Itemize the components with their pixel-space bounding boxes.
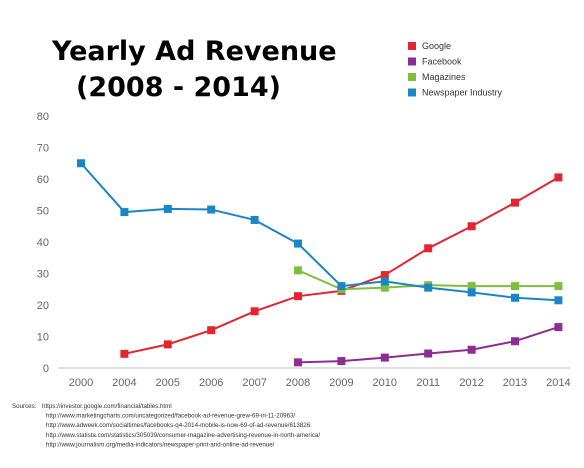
- newspaper-industry-point: [120, 208, 129, 217]
- legend-label-newspaper-industry: Newspaper Industry: [422, 88, 503, 98]
- facebook-point: [554, 323, 563, 332]
- newspaper-industry-point: [163, 204, 172, 213]
- facebook-point: [380, 353, 389, 362]
- newspaper-industry-point: [511, 293, 519, 302]
- x-tick-label: 2012: [459, 377, 483, 389]
- y-tick-label: 50: [37, 206, 49, 218]
- legend-label-magazines: Magazines: [422, 72, 466, 82]
- newspaper-industry-point: [380, 277, 389, 286]
- magazines-point: [511, 282, 519, 291]
- google-point: [120, 349, 129, 358]
- legend-label-google: Google: [422, 41, 451, 51]
- x-tick-label: 2009: [329, 377, 353, 389]
- x-tick-label: 2008: [286, 377, 310, 389]
- google-point: [294, 292, 302, 301]
- magazines-point: [380, 283, 389, 292]
- source-line: http://www.adweek.com/socialtimes/facebo…: [46, 422, 311, 429]
- google-point: [250, 307, 259, 316]
- newspaper-industry-point: [294, 239, 302, 248]
- series-points: [77, 159, 563, 367]
- chart-legend: Google Facebook Magazines Newspaper Industr…: [408, 41, 503, 98]
- google-point: [511, 198, 519, 207]
- y-tick-label: 40: [37, 237, 49, 249]
- y-tick-label: 0: [43, 363, 49, 375]
- source-line: http://www.journalism.org/media-indicato…: [46, 441, 275, 448]
- x-tick-label: 2013: [503, 377, 527, 389]
- newspaper-industry-point: [424, 283, 433, 292]
- x-tick-label: 2014: [546, 377, 570, 389]
- source-line: http://www.marketingcharts.com/uncategor…: [46, 413, 296, 420]
- facebook-point: [337, 357, 346, 366]
- newspaper-industry-point: [467, 288, 476, 297]
- google-point: [424, 244, 433, 253]
- magazines-point: [467, 282, 476, 291]
- sources-list: https://investor.google.com/financial/ta…: [42, 403, 320, 448]
- google-point: [467, 222, 476, 231]
- legend-swatch-magazines: [408, 73, 416, 81]
- y-tick-label: 80: [37, 111, 49, 123]
- y-tick-label: 30: [37, 269, 49, 281]
- google-line: [124, 176, 559, 355]
- newspaper-industry-point: [337, 282, 346, 291]
- newspaper-industry-point: [250, 215, 259, 224]
- facebook-point: [294, 358, 302, 367]
- facebook-point: [467, 345, 476, 354]
- legend-label-facebook: Facebook: [422, 57, 462, 67]
- y-tick-label: 20: [37, 300, 49, 312]
- x-tick-label: 2011: [416, 377, 440, 389]
- google-point: [163, 340, 172, 349]
- y-tick-label: 10: [37, 332, 49, 344]
- y-axis-ticks: 0 10 20 30 40 50 60 70 80: [37, 111, 49, 375]
- source-line: http://www.statista.com/statistics/30503…: [46, 432, 320, 439]
- newspaper-industry-line: [80, 162, 559, 302]
- x-tick-label: 2005: [156, 377, 180, 389]
- x-tick-label: 2000: [69, 377, 93, 389]
- magazines-point: [554, 282, 563, 291]
- newspaper-industry-point: [77, 159, 85, 168]
- google-point: [554, 173, 563, 182]
- series-lines: [80, 162, 559, 364]
- source-line: https://investor.google.com/financial/ta…: [42, 403, 172, 410]
- newspaper-industry-point: [554, 296, 563, 305]
- x-tick-label: 2010: [373, 377, 397, 389]
- legend-swatch-google: [408, 42, 416, 50]
- legend-swatch-newspaper-industry: [408, 88, 416, 97]
- x-tick-label: 2004: [112, 377, 136, 389]
- facebook-point: [424, 349, 433, 358]
- legend-swatch-facebook: [408, 57, 416, 66]
- google-point: [207, 326, 216, 335]
- newspaper-industry-point: [207, 205, 216, 214]
- chart-title-line2: (2008 - 2014): [76, 72, 281, 103]
- y-tick-label: 60: [37, 174, 49, 186]
- sources-label: Sources:: [12, 403, 37, 410]
- facebook-point: [511, 337, 519, 346]
- magazines-point: [294, 266, 302, 275]
- x-tick-label: 2006: [199, 377, 223, 389]
- chart-title-line1: Yearly Ad Revenue: [51, 36, 337, 67]
- google-point: [380, 271, 389, 280]
- x-tick-label: 2007: [242, 377, 266, 389]
- x-axis-ticks: 2000 2004 2005 2006 2007 2008 2009 2010 2011 2012…: [69, 377, 571, 389]
- y-tick-label: 70: [37, 143, 49, 155]
